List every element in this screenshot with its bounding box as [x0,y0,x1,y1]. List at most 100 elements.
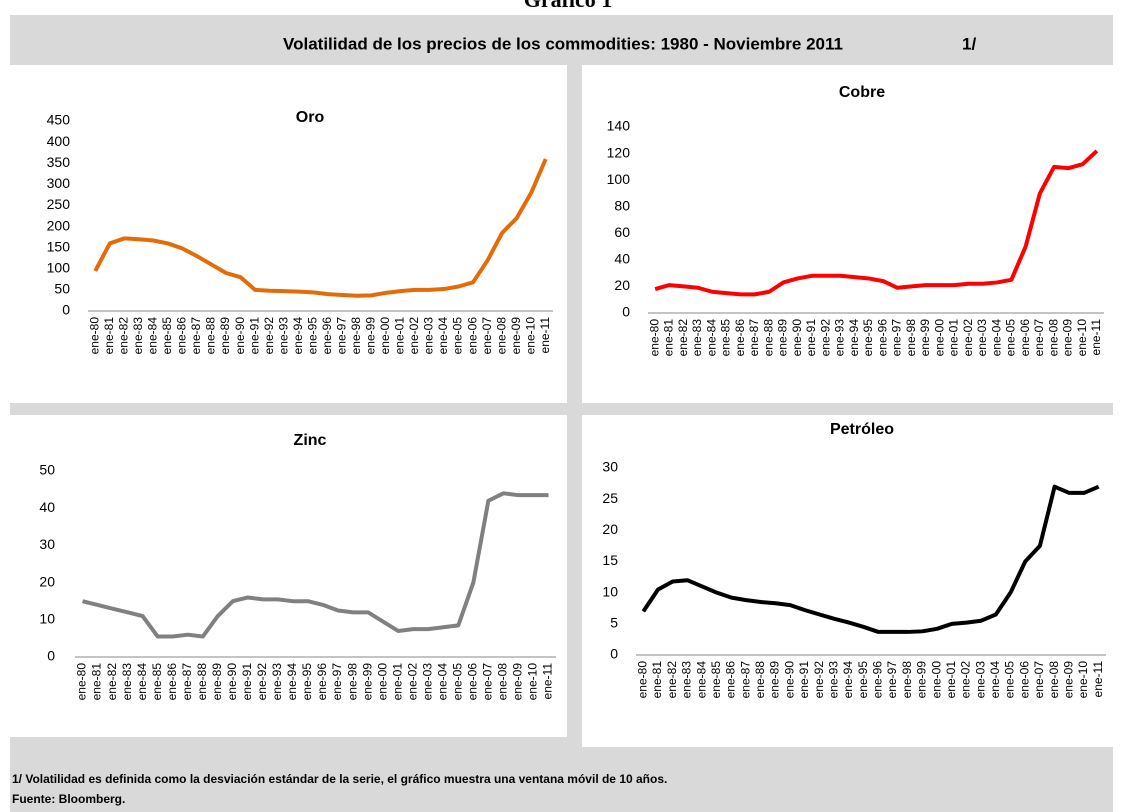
x-tick-label: ene-06 [1018,319,1032,357]
x-tick-label: ene-82 [117,317,131,355]
x-tick-label: ene-89 [218,317,232,355]
x-tick-label: ene-99 [360,663,374,701]
x-tick-label: ene-93 [826,661,840,699]
x-tick-label: ene-00 [932,319,946,357]
x-tick-label: ene-97 [885,661,899,699]
y-tick-label: 10 [39,611,55,627]
x-tick-label: ene-89 [776,319,790,357]
x-tick-label: ene-05 [1003,661,1017,699]
x-tick-label: ene-04 [435,663,449,701]
y-tick-label: 30 [39,536,55,552]
x-tick-label: ene-98 [904,319,918,357]
x-tick-label: ene-94 [847,319,861,357]
x-tick-label: ene-94 [285,663,299,701]
x-tick-label: ene-88 [204,317,218,355]
x-tick-label: ene-03 [422,317,436,355]
x-tick-label: ene-81 [90,663,104,701]
x-tick-label: ene-09 [1061,319,1075,357]
chart-title: Oro [296,109,325,126]
x-tick-label: ene-86 [733,319,747,357]
x-tick-label: ene-07 [481,663,495,701]
x-tick-label: ene-83 [690,319,704,357]
x-tick-label: ene-92 [818,319,832,357]
x-tick-label: ene-91 [797,661,811,699]
x-tick-label: ene-86 [165,663,179,701]
x-tick-label: ene-88 [195,663,209,701]
x-tick-label: ene-95 [861,319,875,357]
footnote: 1/ Volatilidad es definida como la desvi… [12,772,667,786]
x-tick-label: ene-03 [975,319,989,357]
x-tick-label: ene-05 [450,663,464,701]
x-tick-label: ene-85 [160,317,174,355]
x-tick-label: ene-81 [662,319,676,357]
x-tick-label: ene-93 [270,663,284,701]
chart-title: Petróleo [830,421,894,438]
x-tick-label: ene-98 [349,317,363,355]
x-tick-label: ene-96 [315,663,329,701]
x-tick-label: ene-06 [465,317,479,355]
x-tick-label: ene-07 [1032,319,1046,357]
x-tick-label: ene-04 [436,317,450,355]
y-tick-label: 40 [614,251,630,267]
y-tick-label: 350 [47,154,71,170]
x-tick-label: ene-01 [393,317,407,355]
x-tick-label: ene-90 [233,317,247,355]
x-tick-label: ene-87 [189,317,203,355]
x-tick-label: ene-97 [330,663,344,701]
x-tick-label: ene-06 [466,663,480,701]
x-tick-label: ene-88 [753,661,767,699]
x-tick-label: ene-10 [1075,319,1089,357]
x-tick-label: ene-84 [704,319,718,357]
series-line [641,484,1100,634]
x-tick-label: ene-95 [300,663,314,701]
x-tick-label: ene-07 [480,317,494,355]
x-tick-label: ene-10 [1076,661,1090,699]
x-tick-label: ene-08 [496,663,510,701]
x-tick-label: ene-90 [225,663,239,701]
x-tick-label: ene-89 [768,661,782,699]
x-tick-label: ene-03 [420,663,434,701]
x-tick-label: ene-85 [719,319,733,357]
x-tick-label: ene-92 [262,317,276,355]
x-tick-label: ene-87 [747,319,761,357]
x-tick-label: ene-92 [255,663,269,701]
figure-title: Gráfico 1 [524,0,613,12]
x-tick-label: ene-10 [526,663,540,701]
series-line [654,149,1099,297]
x-tick-label: ene-11 [1091,661,1105,698]
x-tick-label: ene-04 [988,661,1002,699]
x-tick-label: ene-83 [680,661,694,699]
y-tick-label: 450 [47,112,71,128]
x-tick-label: ene-97 [334,317,348,355]
y-tick-label: 0 [610,646,618,662]
x-tick-label: ene-91 [240,663,254,701]
x-tick-label: ene-08 [1047,661,1061,699]
x-tick-label: ene-85 [709,661,723,699]
y-tick-label: 60 [614,224,630,240]
x-tick-label: ene-93 [833,319,847,357]
source: Fuente: Bloomberg. [12,792,125,806]
series-line [93,158,548,298]
y-tick-label: 250 [47,196,71,212]
x-tick-label: ene-84 [135,663,149,701]
x-tick-label: ene-90 [782,661,796,699]
x-tick-label: ene-96 [320,317,334,355]
x-tick-label: ene-86 [175,317,189,355]
chart-title: Zinc [294,432,327,449]
y-tick-label: 20 [39,573,55,589]
y-tick-label: 200 [47,217,71,233]
y-tick-label: 400 [47,133,71,149]
x-tick-label: ene-94 [291,317,305,355]
y-tick-label: 300 [47,175,71,191]
x-tick-label: ene-80 [87,317,101,355]
x-tick-label: ene-83 [131,317,145,355]
y-tick-label: 50 [54,281,70,297]
x-tick-label: ene-02 [407,317,421,355]
y-tick-label: 120 [607,144,631,160]
y-tick-label: 100 [47,259,71,275]
y-tick-label: 150 [47,238,71,254]
x-tick-label: ene-99 [918,319,932,357]
x-tick-label: ene-96 [875,319,889,357]
x-tick-label: ene-95 [305,317,319,355]
y-tick-label: 0 [47,648,55,664]
